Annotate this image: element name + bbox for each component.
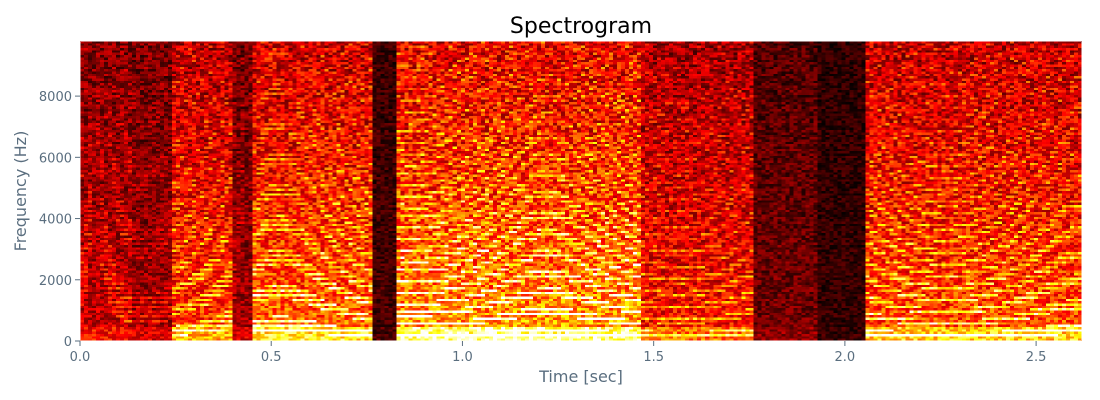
x-tick-label: 0.0 (70, 350, 91, 365)
x-axis: 0.0 0.5 1.0 1.5 2.0 2.5 (70, 341, 1047, 365)
y-tick-label: 6000 (39, 151, 72, 166)
y-tick-label: 4000 (39, 213, 72, 228)
y-axis-label: Frequency (Hz) (11, 131, 30, 252)
x-tick-label: 1.0 (452, 350, 473, 365)
y-tick-label: 8000 (39, 90, 72, 105)
y-axis: 0 2000 4000 6000 8000 (39, 90, 80, 350)
x-tick-label: 0.5 (261, 350, 282, 365)
x-tick-label: 2.0 (835, 350, 856, 365)
plot-frame (80, 41, 1082, 341)
y-tick-label: 2000 (39, 274, 72, 289)
y-tick-label: 0 (64, 335, 72, 350)
x-axis-label: Time [sec] (538, 367, 623, 386)
chart-title: Spectrogram (510, 14, 652, 39)
spectrogram-cells (80, 41, 1082, 341)
spectrogram-heatmap (80, 41, 1082, 341)
x-tick-label: 1.5 (643, 350, 664, 365)
x-tick-label: 2.5 (1026, 350, 1047, 365)
